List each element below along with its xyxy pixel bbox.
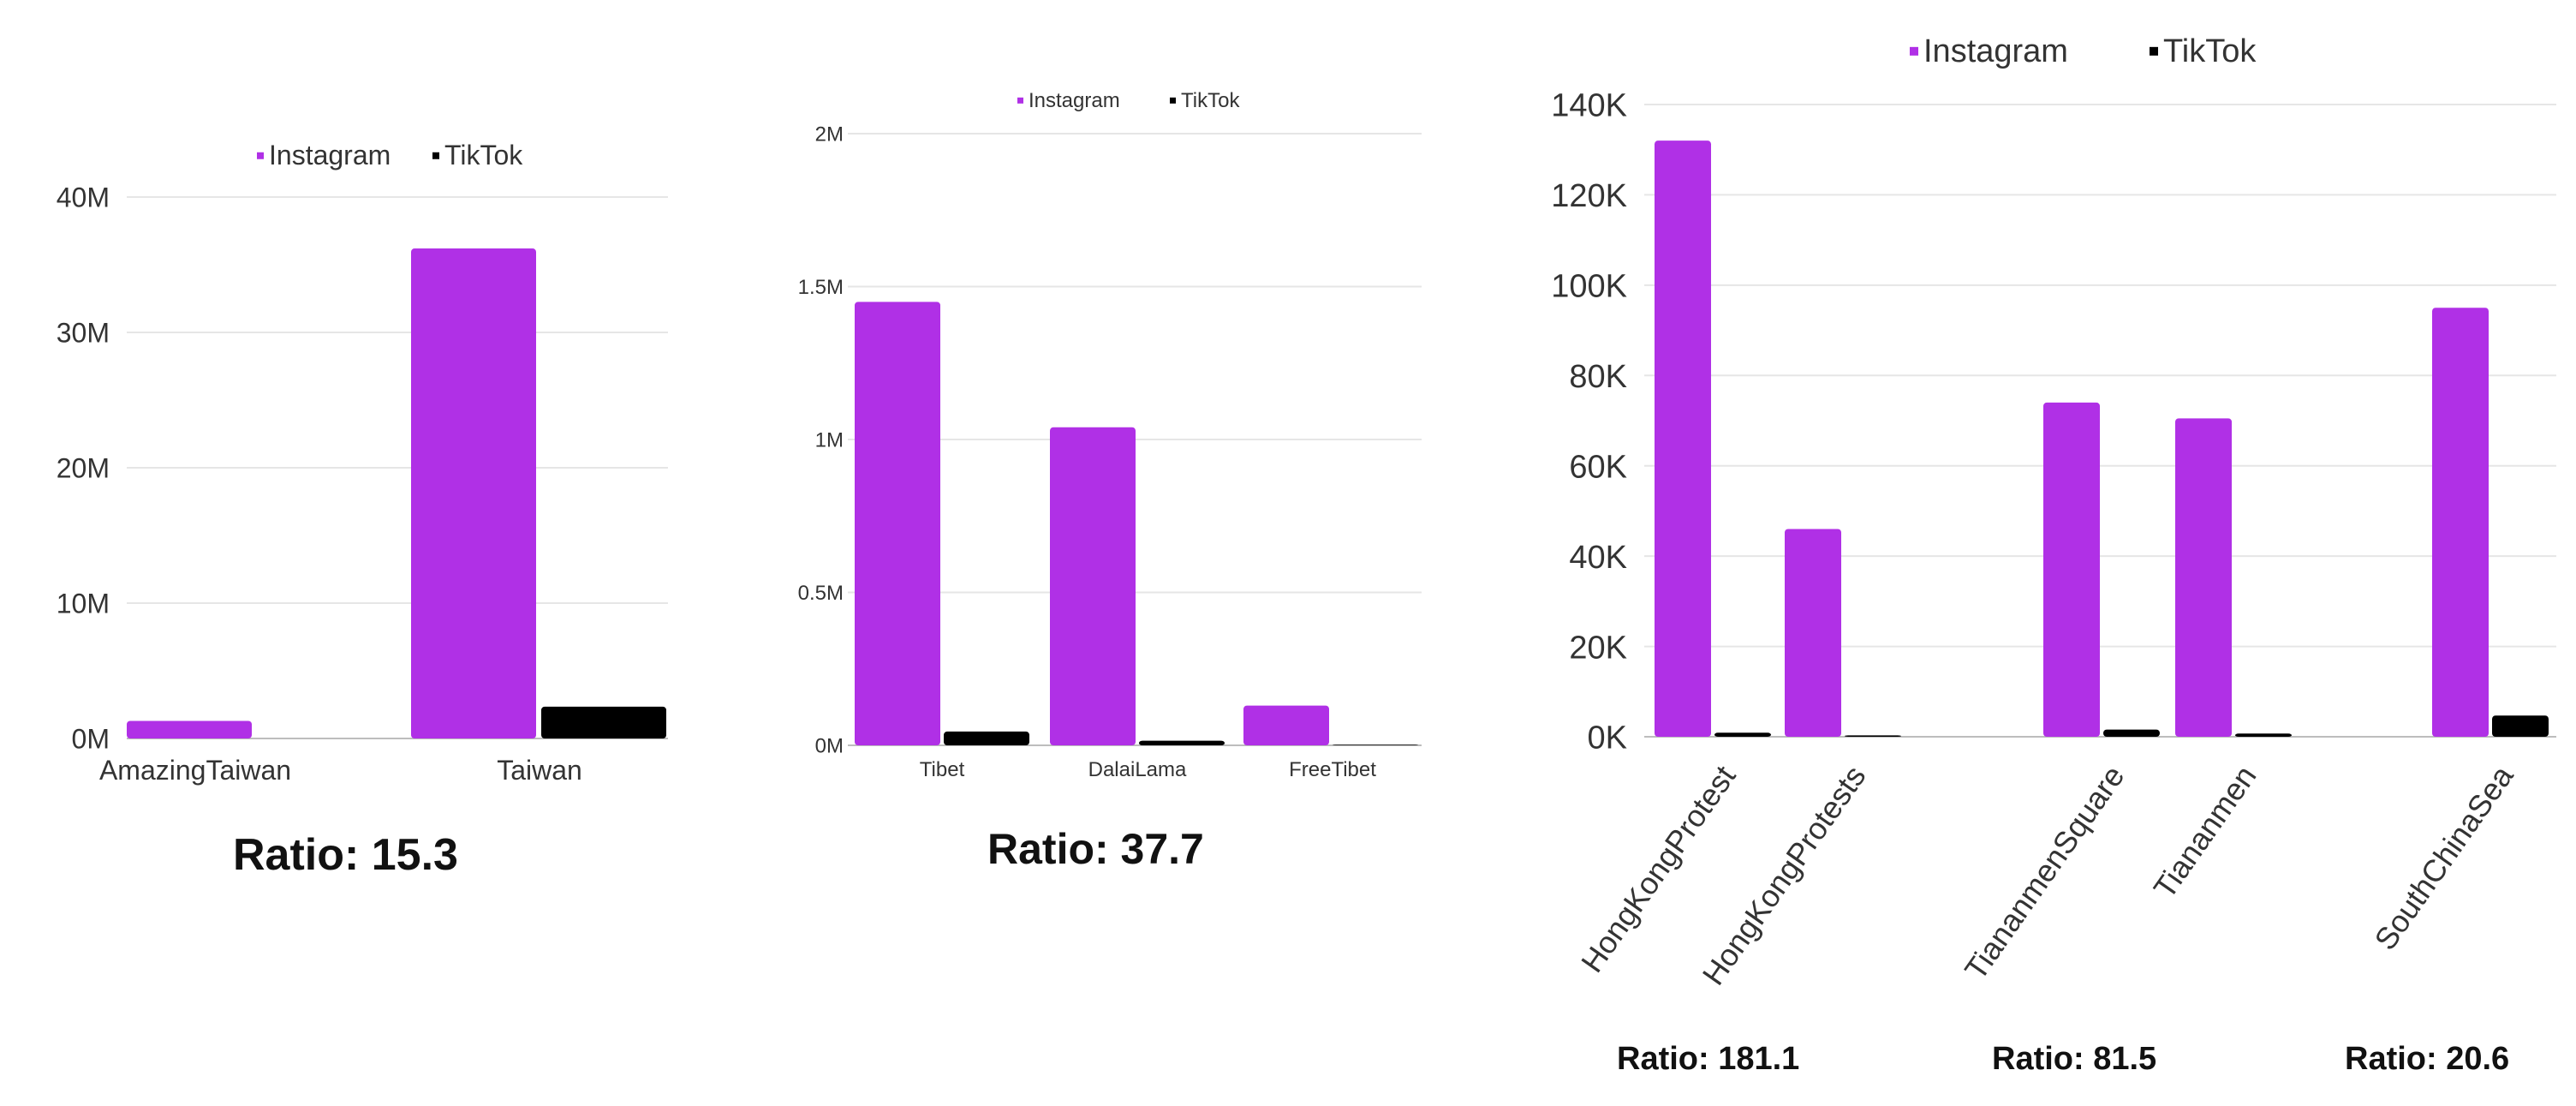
y-tick-label-china: 80K bbox=[1569, 359, 1627, 395]
bar-instagram-southchinasea bbox=[2432, 308, 2489, 737]
y-tick-label-taiwan: 40M bbox=[57, 182, 110, 213]
x-tick-label-tibet: FreeTibet bbox=[1289, 758, 1376, 781]
x-tick-label-taiwan: AmazingTaiwan bbox=[99, 755, 291, 786]
bar-tiktok-hongkongprotest bbox=[1714, 732, 1771, 737]
y-tick-label-china: 0K bbox=[1588, 720, 1627, 756]
x-tick-label-taiwan: Taiwan bbox=[497, 755, 582, 786]
bar-tiktok-southchinasea bbox=[2492, 715, 2549, 737]
bar-instagram-tiananmensquare bbox=[2043, 402, 2100, 737]
ratio-label-tibet: Ratio: 37.7 bbox=[987, 825, 1204, 873]
x-tick-label-china: SouthChinaSea bbox=[2367, 758, 2520, 956]
y-tick-label-taiwan: 20M bbox=[57, 453, 110, 484]
bar-instagram-amazingtaiwan bbox=[127, 720, 252, 738]
bar-instagram-tiananmen bbox=[2175, 418, 2232, 737]
bar-tiktok-tiananmensquare bbox=[2103, 729, 2160, 737]
ratio-label-tiananmen: Ratio: 81.5 bbox=[1992, 1041, 2157, 1077]
legend-label-instagram: Instagram bbox=[1029, 89, 1120, 112]
y-tick-label-taiwan: 30M bbox=[57, 318, 110, 349]
bar-instagram-hongkongprotests bbox=[1785, 529, 1841, 737]
legend-swatch-tiktok bbox=[432, 152, 439, 159]
y-tick-label-tibet: 0.5M bbox=[798, 582, 844, 605]
ratio-label-southchinasea: Ratio: 20.6 bbox=[2345, 1041, 2510, 1077]
y-tick-label-china: 20K bbox=[1569, 630, 1627, 666]
bar-tiktok-tiananmen bbox=[2235, 733, 2292, 737]
bar-tiktok-tibet bbox=[944, 731, 1029, 745]
bar-tiktok-freetibet bbox=[1333, 744, 1418, 745]
bar-tiktok-hongkongprotests bbox=[1845, 735, 1901, 737]
legend-label-instagram: Instagram bbox=[269, 140, 391, 170]
y-tick-label-taiwan: 10M bbox=[57, 589, 110, 619]
y-tick-label-taiwan: 0M bbox=[72, 724, 110, 755]
y-tick-label-china: 120K bbox=[1551, 178, 1627, 214]
bar-instagram-hongkongprotest bbox=[1655, 140, 1711, 737]
legend-swatch-instagram bbox=[1910, 46, 1918, 56]
x-tick-label-tibet: DalaiLama bbox=[1088, 758, 1187, 781]
y-tick-label-china: 100K bbox=[1551, 269, 1627, 305]
y-tick-label-china: 60K bbox=[1569, 449, 1627, 485]
x-tick-label-china: Tiananmen bbox=[2146, 759, 2263, 905]
x-tick-label-tibet: Tibet bbox=[920, 758, 965, 781]
y-tick-label-tibet: 0M bbox=[815, 735, 844, 758]
bar-instagram-freetibet bbox=[1243, 705, 1329, 745]
ratio-label-taiwan: Ratio: 15.3 bbox=[233, 830, 458, 880]
legend-swatch-instagram bbox=[257, 152, 264, 159]
legend-label-tiktok: TikTok bbox=[444, 140, 523, 170]
legend-swatch-tiktok bbox=[2150, 46, 2158, 56]
legend-label-tiktok: TikTok bbox=[1181, 89, 1240, 112]
legend-label-tiktok: TikTok bbox=[2163, 33, 2257, 69]
y-tick-label-tibet: 2M bbox=[815, 123, 844, 146]
bar-instagram-dalailama bbox=[1050, 427, 1136, 745]
ratio-label-hongkong: Ratio: 181.1 bbox=[1617, 1041, 1800, 1077]
legend-swatch-instagram bbox=[1017, 97, 1023, 104]
legend-swatch-tiktok bbox=[1170, 97, 1176, 104]
x-tick-label-china: TiananmenSquare bbox=[1958, 759, 2132, 986]
y-tick-label-china: 140K bbox=[1551, 88, 1627, 124]
y-tick-label-china: 40K bbox=[1569, 540, 1627, 576]
y-tick-label-tibet: 1M bbox=[815, 429, 844, 452]
bar-tiktok-taiwan bbox=[541, 706, 666, 738]
y-tick-label-tibet: 1.5M bbox=[798, 276, 844, 299]
bar-instagram-taiwan bbox=[411, 248, 536, 738]
bar-tiktok-dalailama bbox=[1139, 740, 1225, 745]
legend-label-instagram: Instagram bbox=[1923, 33, 2068, 69]
bar-instagram-tibet bbox=[855, 302, 940, 746]
